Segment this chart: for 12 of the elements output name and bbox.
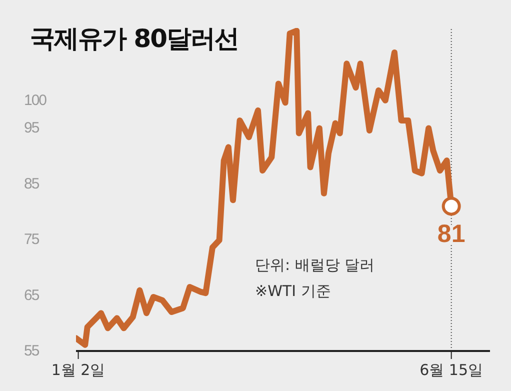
y-tick-label: 65 xyxy=(24,286,40,304)
y-tick-label: 95 xyxy=(24,120,40,137)
annotation: 단위: 배럴당 달러 xyxy=(255,255,375,276)
x-tick-label: 1월 2일 xyxy=(51,361,106,379)
data-label: 81 xyxy=(437,220,466,248)
y-tick-label: 75 xyxy=(24,231,40,248)
x-tick-label: 6월 15일 xyxy=(420,361,484,379)
y-tick-label: 100 xyxy=(24,92,47,109)
chart-title: 국제유가 80달러선 xyxy=(30,23,238,55)
y-tick-label: 55 xyxy=(24,342,40,360)
y-tick-label: 85 xyxy=(24,175,40,192)
annotation: ※WTI 기준 xyxy=(255,281,332,302)
